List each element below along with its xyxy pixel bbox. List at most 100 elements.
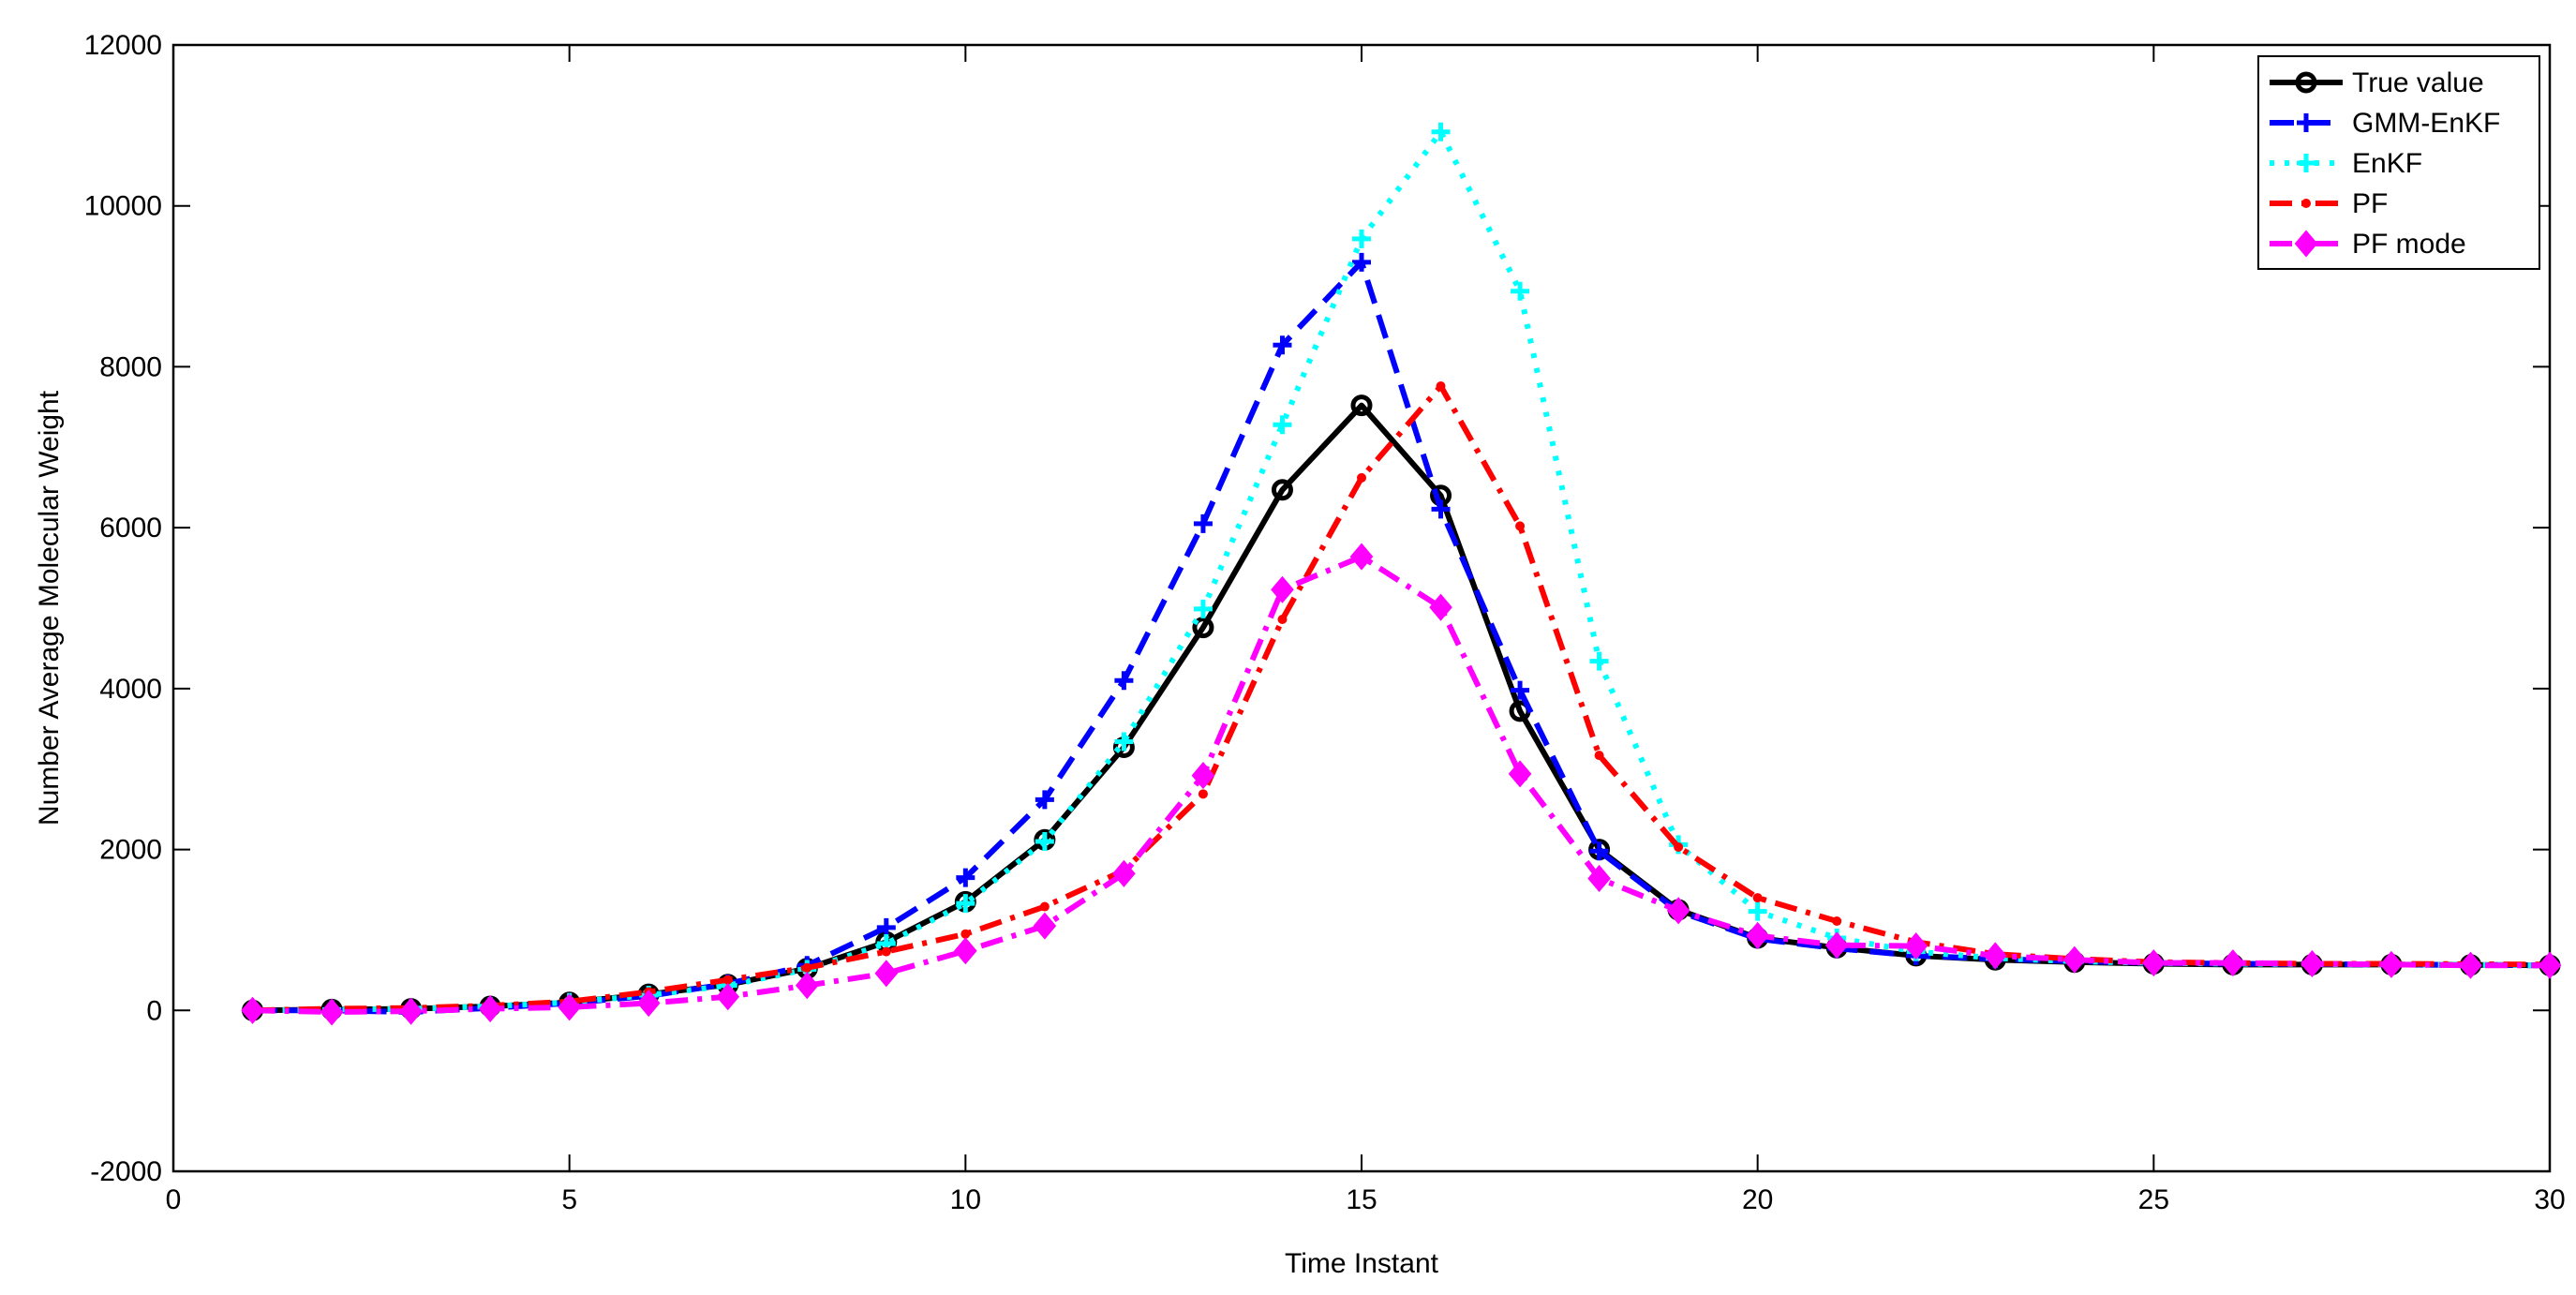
- data-point: [1271, 479, 1293, 501]
- legend-entry-label: PF mode: [2352, 229, 2466, 260]
- legend-entry-label: GMM-EnKF: [2352, 108, 2500, 139]
- x-tick-label: 0: [166, 1184, 182, 1215]
- data-point: [1114, 671, 1134, 691]
- series-pf-mode: [241, 543, 2562, 1026]
- data-point: [2062, 945, 2087, 974]
- data-point: [956, 894, 975, 914]
- data-point: [1193, 599, 1213, 618]
- x-tick-label: 25: [2138, 1184, 2169, 1215]
- data-point: [1587, 864, 1611, 893]
- legend-entry-label: EnKF: [2352, 148, 2422, 179]
- data-point: [716, 983, 740, 1011]
- data-point: [241, 996, 264, 1024]
- data-point: [1674, 841, 1684, 852]
- data-point: [1192, 617, 1214, 639]
- legend-marker: [2297, 113, 2315, 132]
- legend-marker: [2301, 199, 2311, 208]
- data-point: [1198, 789, 1208, 799]
- data-point: [636, 990, 661, 1018]
- data-point: [399, 997, 423, 1025]
- legend-marker: [2295, 71, 2317, 94]
- data-point: [478, 995, 502, 1023]
- legend: True value GMM-EnKF EnKF PF PF mode: [2257, 55, 2540, 270]
- y-tick-label: 4000: [99, 674, 162, 705]
- data-point: [2142, 949, 2166, 977]
- data-point: [1511, 680, 1530, 700]
- x-axis-label: Time Instant: [1285, 1248, 1439, 1279]
- data-point: [1589, 651, 1609, 671]
- data-point: [1904, 932, 1928, 960]
- data-point: [1273, 335, 1292, 355]
- x-tick-label: 30: [2534, 1184, 2565, 1215]
- legend-marker: [2297, 154, 2315, 172]
- data-point: [1352, 229, 1371, 248]
- data-point: [722, 975, 733, 985]
- data-point: [1277, 615, 1288, 625]
- data-point: [1824, 931, 1849, 960]
- data-point: [1666, 897, 1690, 925]
- data-point: [1511, 281, 1530, 301]
- data-point: [2459, 951, 2482, 979]
- y-tick-label: 0: [146, 995, 162, 1026]
- y-axis: -2000 0 2000 4000 6000 8000 10000 12000: [84, 30, 2550, 1187]
- data-point: [795, 972, 819, 1000]
- data-point: [1589, 841, 1609, 861]
- data-point: [1349, 543, 1374, 571]
- legend-entry-label: PF: [2352, 188, 2388, 219]
- data-point: [1350, 394, 1373, 417]
- data-point: [1431, 499, 1451, 519]
- data-point: [876, 917, 896, 937]
- y-tick-label: 8000: [99, 351, 162, 382]
- data-point: [1357, 472, 1366, 483]
- data-point: [1035, 831, 1054, 851]
- data-point: [2221, 949, 2245, 977]
- y-tick-label: 12000: [84, 30, 162, 61]
- data-point: [956, 868, 975, 887]
- data-point: [2538, 951, 2562, 979]
- data-point: [881, 946, 891, 957]
- series-line-pf: [252, 383, 2551, 1014]
- legend-marker: [2294, 230, 2318, 258]
- data-point: [1748, 901, 1767, 921]
- x-tick-label: 15: [1346, 1184, 1377, 1215]
- x-tick-label: 5: [561, 1184, 577, 1215]
- data-point: [558, 993, 581, 1021]
- data-point: [320, 998, 344, 1026]
- data-point: [1436, 381, 1446, 392]
- series-layer: [241, 122, 2562, 1026]
- data-point: [1271, 575, 1294, 603]
- data-point: [1594, 751, 1604, 761]
- data-point: [1039, 901, 1050, 912]
- data-point: [802, 962, 812, 973]
- data-point: [1033, 912, 1057, 940]
- y-tick-label: 10000: [84, 191, 162, 222]
- data-point: [1746, 921, 1769, 949]
- data-point: [1112, 859, 1136, 887]
- y-axis-label: Number Average Molecular Weight: [34, 390, 65, 826]
- data-point: [1515, 521, 1526, 531]
- data-point: [1429, 593, 1452, 621]
- series-line-pf-mode: [252, 554, 2550, 1016]
- data-point: [1193, 514, 1213, 533]
- data-point: [1431, 122, 1451, 141]
- data-point: [1832, 915, 1842, 926]
- legend-entry-label: True value: [2352, 67, 2484, 98]
- data-point: [874, 960, 899, 988]
- y-tick-label: 6000: [99, 513, 162, 543]
- x-axis: 0 5 10 15 20 25 30: [166, 45, 2566, 1215]
- data-point: [1983, 942, 2007, 970]
- data-point: [1191, 762, 1215, 790]
- data-point: [2301, 949, 2324, 978]
- data-point: [1508, 760, 1532, 788]
- data-point: [1273, 415, 1292, 435]
- y-tick-label: 2000: [99, 835, 162, 866]
- data-point: [960, 929, 971, 939]
- data-point: [2379, 950, 2404, 978]
- data-point: [1752, 893, 1763, 903]
- data-point: [1035, 790, 1054, 810]
- data-point: [954, 937, 977, 965]
- x-tick-label: 20: [1742, 1184, 1773, 1215]
- data-point: [1114, 732, 1134, 752]
- data-point: [1352, 252, 1371, 272]
